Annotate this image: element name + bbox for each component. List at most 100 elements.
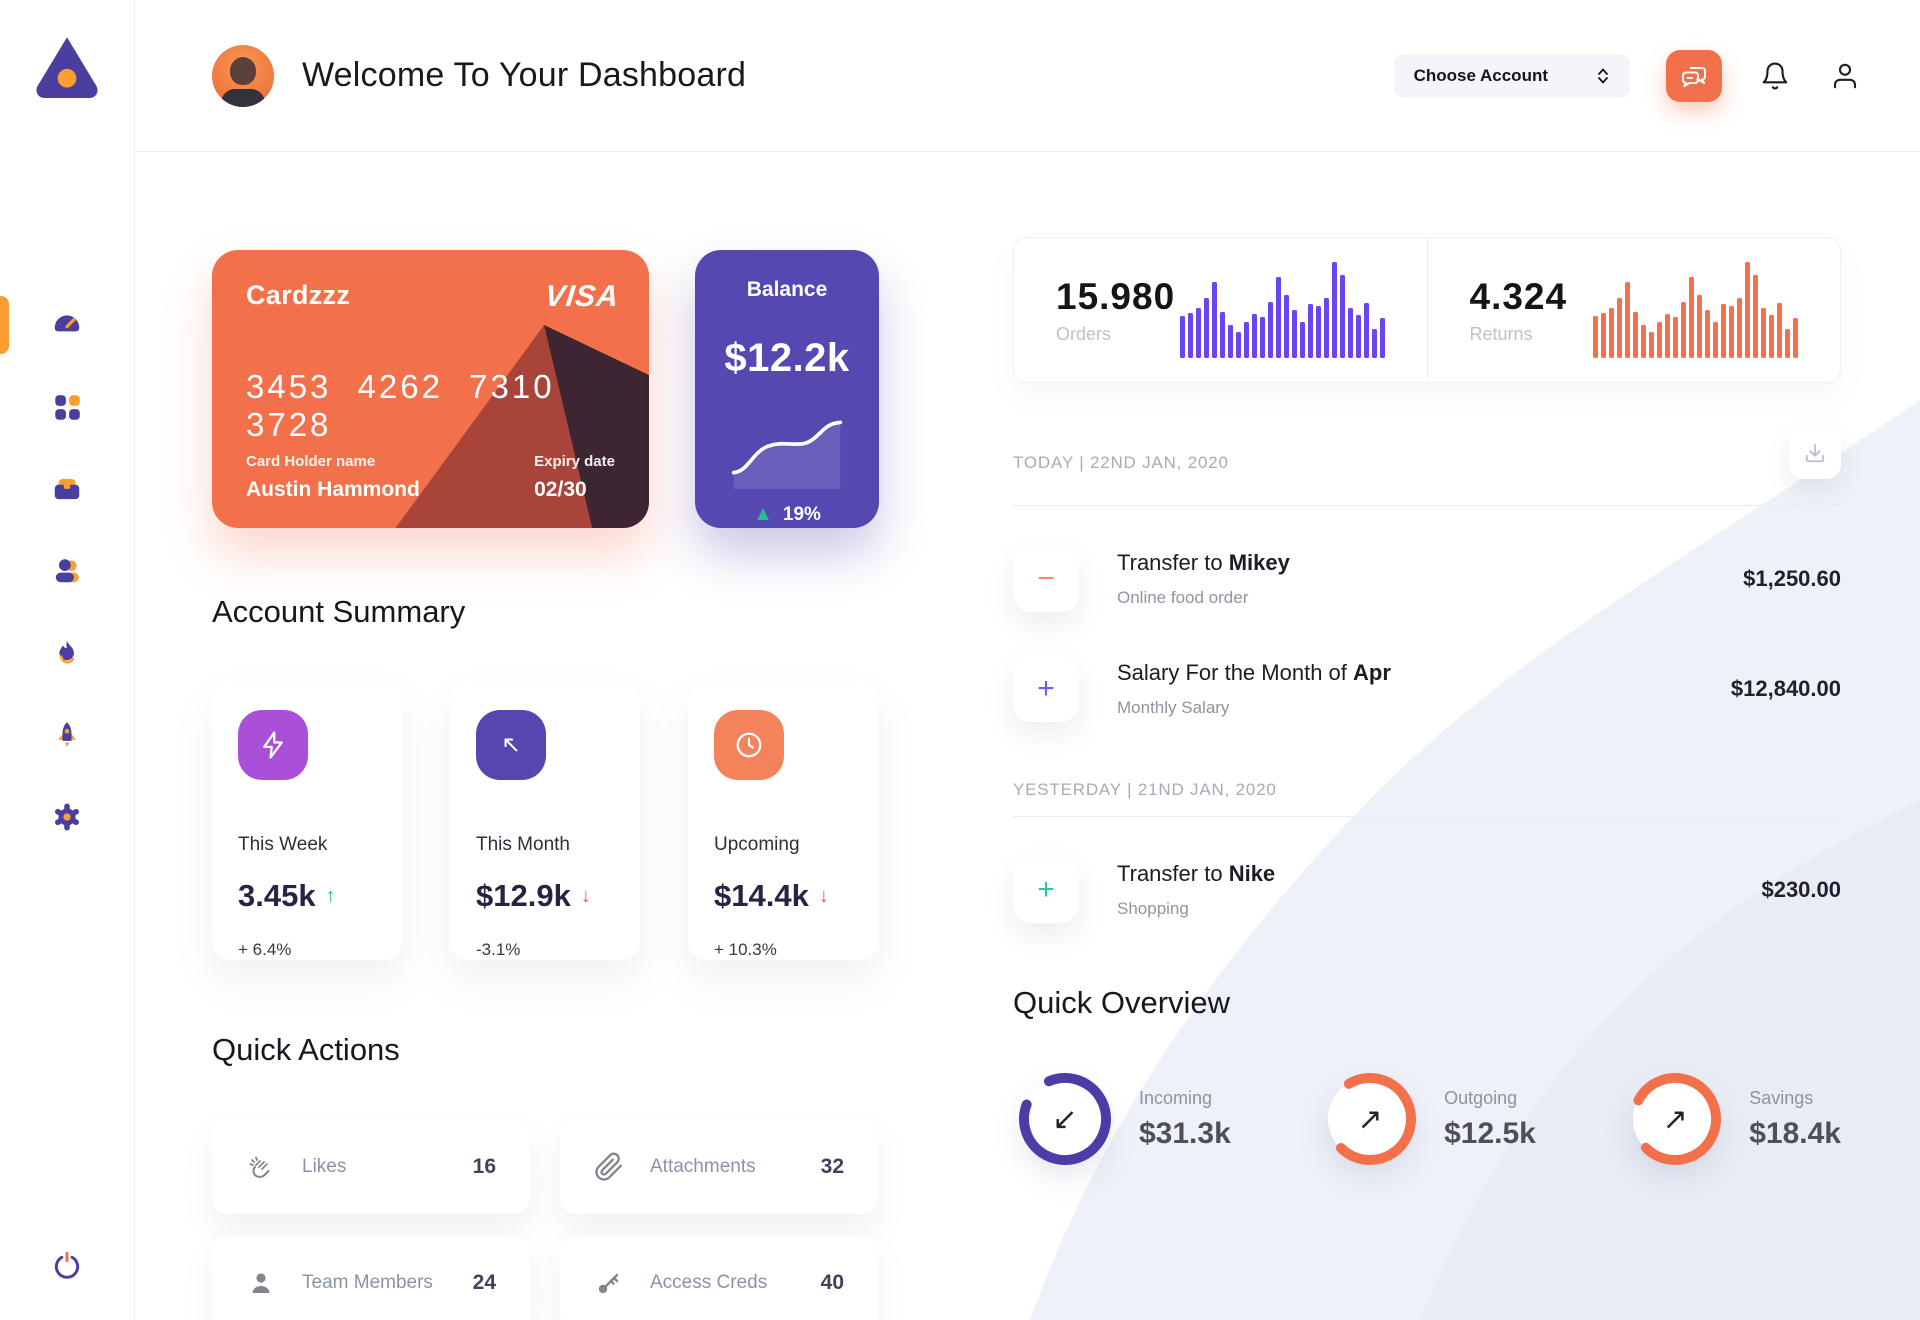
transaction-row-mikey[interactable]: − Transfer to Mikey Online food order $1… — [1013, 546, 1841, 612]
sidebar-item-team[interactable] — [0, 530, 134, 612]
action-team-members[interactable]: Team Members 24 — [212, 1236, 530, 1320]
visa-logo: VISA — [543, 280, 621, 313]
overview-outgoing: ↗ Outgoing $12.5k — [1318, 1067, 1536, 1171]
action-label: Attachments — [650, 1156, 756, 1177]
messages-button[interactable] — [1666, 49, 1722, 102]
divider — [1013, 505, 1841, 506]
header-actions: Choose Account — [1393, 49, 1862, 102]
summary-delta: -3.1% — [476, 940, 521, 959]
summary-card-this-week: This Week 3.45k ↑ + 6.4% — [212, 682, 402, 960]
transaction-amount: $230.00 — [1761, 877, 1841, 902]
profile-button[interactable] — [1828, 59, 1862, 93]
header: Welcome To Your Dashboard Choose Account — [136, 0, 1920, 152]
wallet-cards: Cardzzz VISA 3453 4262 7310 3728 Card Ho… — [212, 250, 879, 528]
sidebar-item-apps[interactable] — [0, 366, 134, 448]
transaction-subtitle: Monthly Salary — [1117, 698, 1230, 717]
card-expiry-block: Expiry date 02/30 — [534, 453, 615, 502]
sidebar-item-activity[interactable] — [0, 612, 134, 694]
trend-down-icon: ↓ — [580, 884, 591, 907]
action-count: 24 — [472, 1271, 496, 1294]
balance-card[interactable]: Balance $12.2k ▲ 19% — [695, 250, 879, 528]
credit-card[interactable]: Cardzzz VISA 3453 4262 7310 3728 Card Ho… — [212, 250, 649, 528]
download-button[interactable] — [1789, 427, 1841, 479]
overview-value: $31.3k — [1139, 1116, 1231, 1150]
orders-stat: 15.980 Orders — [1014, 238, 1427, 382]
date-header-today: TODAY | 22ND JAN, 2020 — [1013, 453, 1229, 472]
quick-actions-heading: Quick Actions — [212, 1032, 400, 1067]
transaction-minus-icon: − — [1013, 546, 1079, 612]
overview-label: Outgoing — [1444, 1087, 1518, 1108]
avatar-shirt — [221, 88, 265, 107]
arrow-up-left-icon — [476, 710, 546, 780]
orders-label: Orders — [1056, 323, 1112, 344]
summary-card-this-month: This Month $12.9k ↓ -3.1% — [450, 682, 640, 960]
transaction-row-nike[interactable]: + Transfer to Nike Shopping $230.00 — [1013, 857, 1841, 923]
transaction-title: Transfer to Nike — [1117, 861, 1276, 886]
expiry-date: 02/30 — [534, 478, 587, 501]
power-logout-icon[interactable] — [51, 1250, 83, 1282]
key-icon — [598, 1273, 619, 1294]
choose-account-select[interactable]: Choose Account — [1393, 53, 1630, 98]
person-icon — [1833, 63, 1857, 88]
card-holder-label: Card Holder name — [246, 453, 376, 470]
balance-value: $12.2k — [724, 336, 850, 380]
transaction-subtitle: Online food order — [1117, 588, 1249, 607]
action-count: 40 — [820, 1271, 844, 1294]
main-content: Cardzzz VISA 3453 4262 7310 3728 Card Ho… — [136, 152, 1920, 1320]
sidebar-item-launch[interactable] — [0, 694, 134, 776]
summary-delta: + 6.4% — [238, 940, 292, 959]
chevron-updown-icon — [1598, 68, 1608, 83]
lightning-icon — [238, 710, 308, 780]
clock-icon — [714, 710, 784, 780]
card-holder-name: Austin Hammond — [246, 478, 420, 501]
summary-value: $12.9k — [476, 878, 571, 913]
expiry-label: Expiry date — [534, 453, 615, 470]
sidebar-item-dashboard[interactable] — [0, 284, 134, 366]
overview-value: $18.4k — [1749, 1116, 1841, 1150]
action-label: Team Members — [302, 1272, 433, 1293]
orders-bar-chart — [1179, 262, 1385, 358]
sidebar-item-projects[interactable] — [0, 448, 134, 530]
action-likes[interactable]: Likes 16 — [212, 1120, 530, 1214]
quick-overview-heading: Quick Overview — [1013, 985, 1231, 1020]
trend-down-icon: ↓ — [818, 884, 829, 907]
action-attachments[interactable]: Attachments 32 — [560, 1120, 878, 1214]
transaction-plus-icon: + — [1013, 857, 1079, 923]
dashboard-gauge-icon — [54, 315, 80, 332]
summary-label: This Week — [238, 834, 328, 855]
download-icon — [1805, 443, 1825, 463]
transaction-subtitle: Shopping — [1117, 899, 1189, 918]
page-title: Welcome To Your Dashboard — [302, 56, 747, 94]
summary-card-upcoming: Upcoming $14.4k ↓ + 10.3% — [688, 682, 878, 960]
gear-icon — [55, 803, 79, 831]
flame-icon — [59, 640, 75, 664]
sidebar-nav — [0, 284, 134, 858]
user-avatar[interactable] — [212, 44, 274, 107]
summary-label: This Month — [476, 834, 570, 855]
action-label: Access Creds — [650, 1272, 768, 1293]
card-name: Cardzzz — [246, 280, 351, 310]
trend-up-icon: ↑ — [325, 884, 336, 907]
balance-sparkline — [731, 420, 843, 489]
right-column: 15.980 Orders 4.324 Returns TODAY | 22ND… — [1013, 152, 1841, 1171]
overview-label: Savings — [1749, 1087, 1814, 1108]
left-column: Cardzzz VISA 3453 4262 7310 3728 Card Ho… — [212, 152, 879, 1320]
returns-stat: 4.324 Returns — [1426, 238, 1841, 382]
notifications-button[interactable] — [1758, 59, 1792, 93]
transaction-row-salary[interactable]: + Salary For the Month of Apr Monthly Sa… — [1013, 656, 1841, 722]
sidebar-item-settings[interactable] — [0, 776, 134, 858]
action-access-creds[interactable]: Access Creds 40 — [560, 1236, 878, 1320]
summary-delta: + 10.3% — [714, 940, 777, 959]
active-indicator — [0, 296, 9, 354]
arrow-up-right-icon: ↗ — [1357, 1101, 1383, 1137]
app-logo-icon[interactable] — [31, 32, 103, 100]
account-summary-cards: This Week 3.45k ↑ + 6.4% This Month — [212, 682, 879, 960]
summary-label: Upcoming — [714, 834, 800, 855]
divider — [1013, 816, 1841, 817]
team-icon — [55, 559, 79, 583]
paperclip-icon — [595, 1152, 622, 1181]
returns-label: Returns — [1469, 323, 1533, 344]
rocket-icon — [57, 722, 77, 747]
orders-value: 15.980 — [1056, 275, 1176, 317]
balance-label: Balance — [746, 278, 828, 301]
